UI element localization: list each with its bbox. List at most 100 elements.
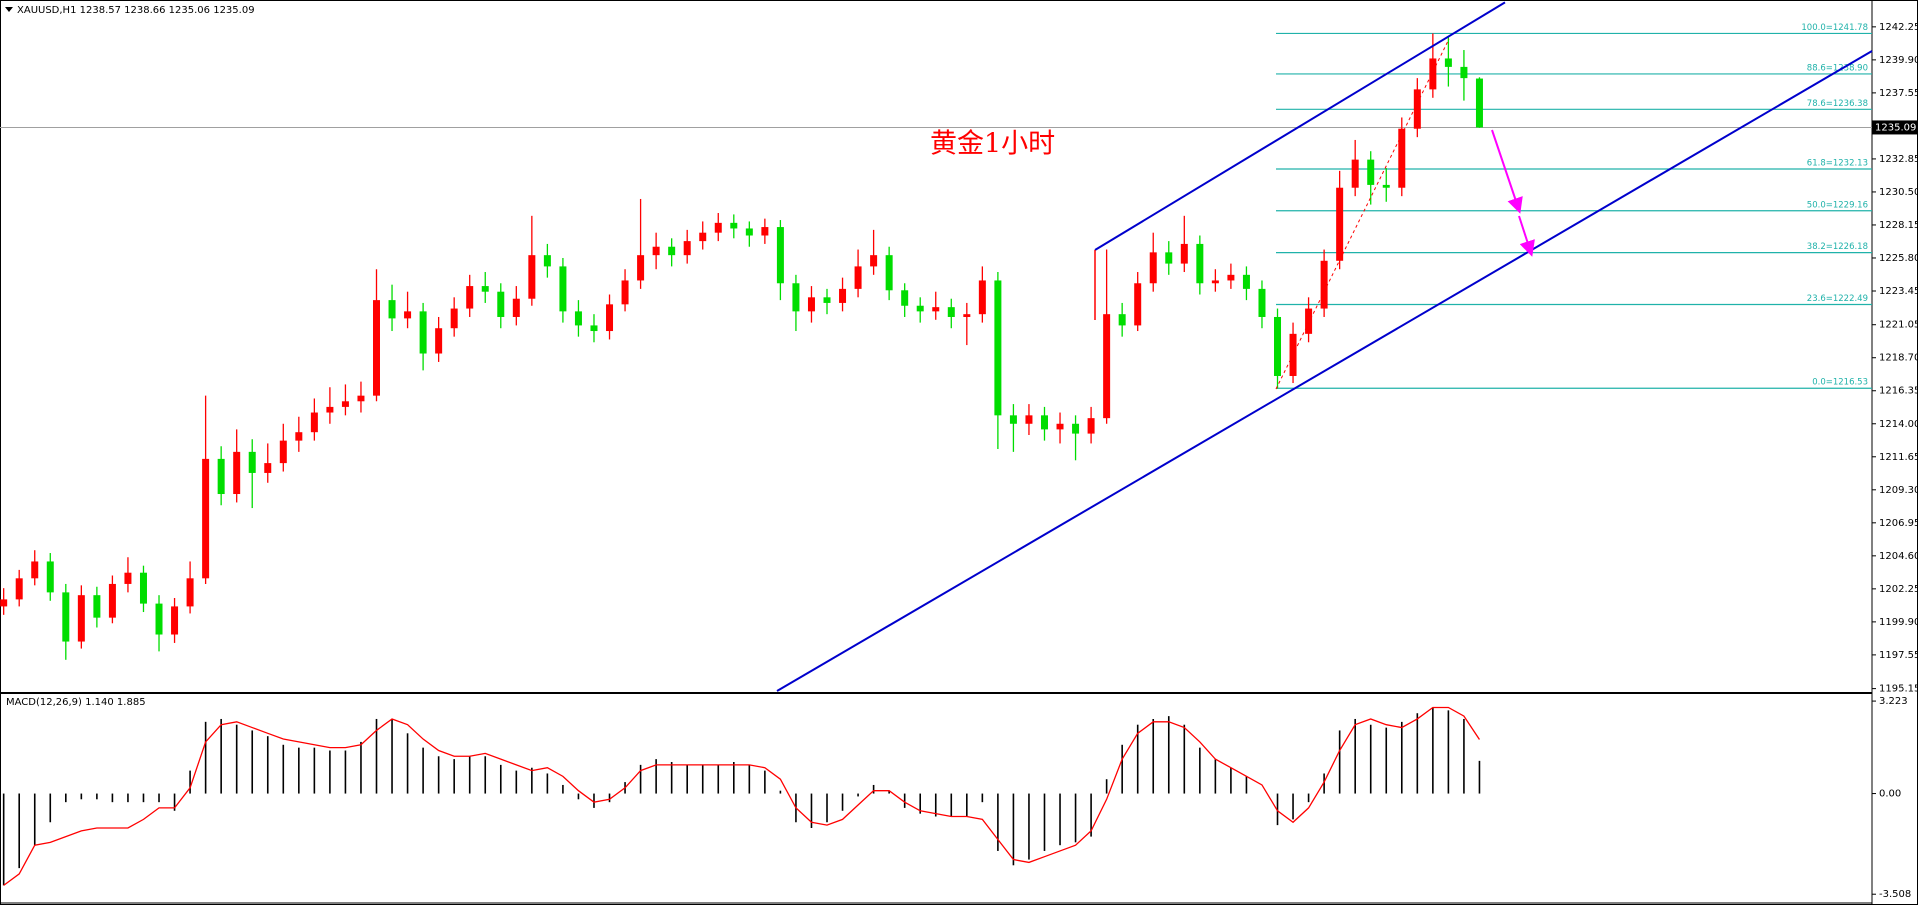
fib-label: 0.0=1216.53 — [1812, 378, 1868, 388]
candle-body — [994, 280, 1002, 416]
fib-label: 88.6=1238.90 — [1807, 63, 1868, 73]
y-tick-label: 1242.25 — [1879, 22, 1918, 33]
candle-body — [606, 304, 614, 332]
y-tick-label: 1211.65 — [1879, 452, 1918, 463]
candle-body — [1242, 274, 1250, 289]
forecast-arrow — [1518, 215, 1535, 257]
fib-label: 38.2=1226.18 — [1807, 242, 1868, 252]
candle-body — [574, 311, 582, 326]
candle-body — [217, 458, 225, 495]
candle-body — [668, 246, 676, 256]
candle-body — [0, 599, 8, 607]
y-tick-label: 1216.35 — [1879, 386, 1918, 397]
y-tick-label: 1202.25 — [1879, 584, 1918, 595]
candle-body — [1475, 78, 1483, 128]
candle-body — [124, 572, 132, 584]
candle-body — [373, 300, 381, 396]
y-tick-label: 1225.80 — [1879, 253, 1918, 264]
candle-body — [450, 308, 458, 329]
forecast-arrow — [1491, 129, 1523, 214]
fib-trendline — [1275, 38, 1450, 390]
candle-body — [963, 314, 971, 317]
candle-body — [15, 578, 23, 600]
candle-body — [776, 227, 784, 284]
candle-body — [481, 286, 489, 292]
candle-body — [46, 561, 54, 593]
channel-upper — [1094, 1, 1506, 251]
y-tick-label: 1230.50 — [1879, 187, 1918, 198]
last-price-label: 1235.09 — [1875, 122, 1916, 133]
candle-body — [1460, 66, 1468, 79]
y-tick-label: -3.508 — [1879, 889, 1911, 900]
candle-body — [1056, 423, 1064, 430]
candle-body — [1040, 415, 1048, 430]
candle-body — [497, 291, 505, 317]
macd-signal — [3, 706, 1481, 886]
candle-body — [1444, 58, 1452, 67]
candle-body — [77, 595, 85, 642]
candle-body — [279, 440, 287, 464]
candle-body — [1025, 415, 1033, 424]
channel-lower — [776, 50, 1873, 692]
candle-body — [807, 297, 815, 312]
candle-body — [1211, 280, 1219, 284]
candle-body — [341, 401, 349, 407]
candle-body — [1196, 243, 1204, 284]
y-tick-label: 0.00 — [1879, 789, 1901, 800]
candle-body — [714, 222, 722, 233]
fib-label: 61.8=1232.13 — [1807, 159, 1868, 169]
candle-body — [1165, 252, 1173, 264]
fib-label: 100.0=1241.78 — [1801, 23, 1868, 33]
candle-body — [357, 395, 365, 402]
y-tick-label: 1199.90 — [1879, 617, 1918, 628]
y-tick-label: 1221.05 — [1879, 320, 1918, 331]
y-tick-label: 1197.55 — [1879, 650, 1918, 661]
y-tick-label: 1237.55 — [1879, 88, 1918, 99]
candle-body — [1118, 314, 1126, 326]
candle-body — [1367, 159, 1375, 185]
candle-body — [186, 578, 194, 607]
y-tick-label: 1195.15 — [1879, 684, 1918, 695]
y-tick-label: 1232.85 — [1879, 154, 1918, 165]
annotation: 黄金1小时 — [930, 129, 1055, 160]
candle-body — [854, 266, 862, 289]
candle-body — [295, 432, 303, 441]
candle-body — [108, 583, 116, 618]
candle-body — [1382, 184, 1390, 188]
candle-body — [1072, 423, 1080, 434]
candle-body — [171, 606, 179, 635]
candle-body — [839, 288, 847, 303]
y-tick-label: 1223.45 — [1879, 286, 1918, 297]
candle-body — [139, 572, 147, 604]
candle-body — [1305, 308, 1313, 334]
candle-body — [543, 255, 551, 267]
y-tick-label: 1214.00 — [1879, 419, 1918, 430]
candle-body — [916, 305, 924, 312]
fib-label: 50.0=1229.16 — [1807, 200, 1868, 210]
candle-body — [31, 561, 39, 579]
candle-body — [93, 595, 101, 618]
candle-body — [1258, 288, 1266, 317]
candle-body — [528, 255, 536, 299]
candle-body — [1009, 415, 1017, 424]
last-price-box — [1872, 120, 1918, 135]
candle-body — [792, 283, 800, 312]
candle-body — [512, 298, 520, 317]
candle-body — [248, 451, 256, 473]
candle-body — [155, 603, 163, 635]
candle-body — [901, 290, 909, 306]
candle-body — [326, 406, 334, 413]
title-icon — [5, 7, 13, 12]
candle-body — [745, 228, 753, 236]
candle-body — [1149, 252, 1157, 284]
candle-body — [1227, 274, 1235, 281]
candle-body — [621, 280, 629, 305]
candle-body — [419, 311, 427, 354]
y-tick-label: 1204.60 — [1879, 551, 1918, 562]
candle-body — [1413, 89, 1421, 129]
candle-body — [823, 297, 831, 303]
candle-body — [978, 280, 986, 315]
